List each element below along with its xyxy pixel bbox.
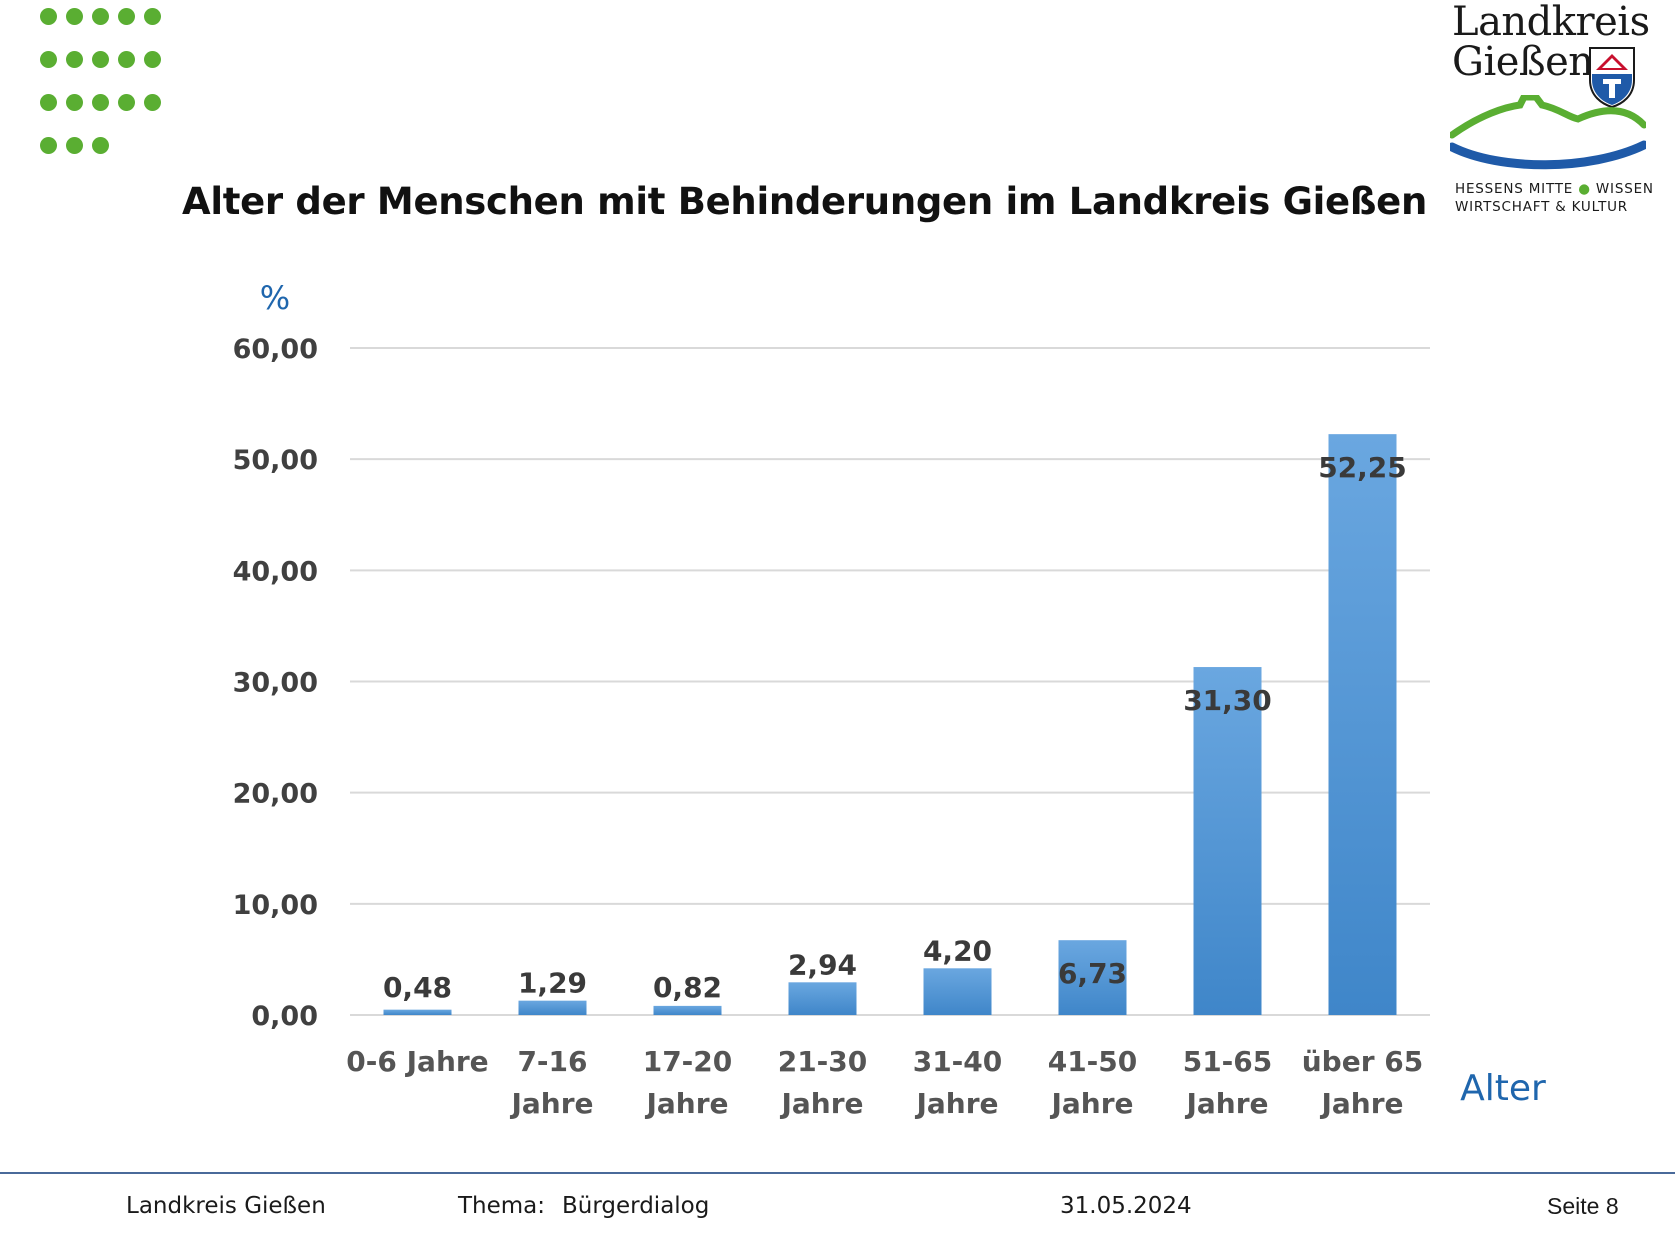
footer-page: Seite 8 [1547,1193,1619,1219]
bar [788,982,857,1015]
x-category-label: Jahre [779,1087,863,1120]
footer-org: Landkreis Gießen [126,1193,326,1219]
x-axis-title: Alter [1460,1068,1546,1109]
y-tick-label: 10,00 [233,890,318,921]
decorative-dot [92,137,109,154]
decorative-dot [118,94,135,111]
decorative-dot [92,51,109,68]
x-category-label: 7-16 [517,1045,587,1078]
logo-word-landkreis: Landkreis [1452,0,1650,45]
landkreis-giessen-logo: Landkreis Gießen HESSENS MITTE ● WISSEN … [1440,0,1670,225]
bar [653,1005,722,1015]
logo-tag-wissen: WISSEN [1595,181,1654,197]
x-category-label: Jahre [644,1087,728,1120]
logo-tag-dot: ● [1578,181,1591,197]
decorative-dot [40,137,57,154]
decorative-dot-grid [40,8,180,158]
decorative-dot [144,94,161,111]
x-category-label: über 65 [1302,1045,1424,1078]
decorative-dot [118,51,135,68]
decorative-dot [92,8,109,25]
x-category-label: 41-50 [1048,1045,1138,1078]
logo-tagline-1: HESSENS MITTE ● WISSEN [1455,181,1654,197]
x-category-label: Jahre [1049,1087,1133,1120]
x-axis-categories: 0-6 Jahre 7-16 Jahre 17-20 Jahre 21-30 Jahre 31… [346,1045,1423,1120]
bar [1058,940,1127,1015]
footer-date: 31.05.2024 [1060,1193,1192,1219]
bar-value-label: 31,30 [1183,684,1272,717]
y-tick-label: 50,00 [233,445,318,476]
bar-value-label: 6,73 [1058,957,1127,990]
bar-value-label: 52,25 [1318,451,1407,484]
decorative-dot [118,8,135,25]
y-tick-label: 0,00 [251,1001,318,1032]
chart-title: Alter der Menschen mit Behinderungen im … [182,180,1427,223]
logo-word-giessen: Gießen [1452,39,1594,85]
bar-value-label: 2,94 [788,948,857,981]
bar-value-label: 1,29 [518,967,587,1000]
x-category-label: Jahre [914,1087,998,1120]
coat-of-arms-icon [1589,47,1635,108]
y-tick-label: 40,00 [233,556,318,587]
decorative-dot [92,94,109,111]
y-axis-ticks: 0,00 10,00 20,00 30,00 40,00 50,00 60,00 [233,334,318,1032]
x-category-label: 31-40 [913,1045,1003,1078]
bars [383,434,1397,1015]
decorative-dot [40,51,57,68]
x-category-label: Jahre [509,1087,593,1120]
logo-tagline-2: WIRTSCHAFT & KULTUR [1455,199,1628,215]
bar [518,1000,587,1015]
decorative-dot [66,94,83,111]
x-category-label: Jahre [1319,1087,1403,1120]
footer-topic-label: Thema: [458,1193,546,1219]
y-tick-label: 60,00 [233,334,318,365]
gridlines [350,347,1430,1016]
decorative-dot [144,51,161,68]
value-labels: 0,48 1,29 0,82 2,94 4,20 6,73 31,30 52,25 [383,451,1407,1004]
bar [923,968,992,1015]
decorative-dot [66,137,83,154]
bar [383,1009,452,1015]
decorative-dot [40,8,57,25]
logo-tag-hessens-mitte: HESSENS MITTE [1455,181,1574,197]
footer-topic: Bürgerdialog [562,1193,710,1219]
bar [1328,434,1397,1015]
decorative-dot [40,94,57,111]
x-category-label: 17-20 [643,1045,733,1078]
bar-chart: 0,00 10,00 20,00 30,00 40,00 50,00 60,00 0,48 1… [233,279,1546,1120]
decorative-dot [144,8,161,25]
bar [1193,667,1262,1015]
decorative-dot [66,51,83,68]
x-category-label: 0-6 Jahre [346,1045,488,1078]
bar-value-label: 0,82 [653,971,722,1004]
x-category-label: Jahre [1184,1087,1268,1120]
decorative-dot [66,8,83,25]
footer-divider [0,1172,1675,1174]
x-category-label: 51-65 [1183,1045,1273,1078]
hills-river-logo-mark [1450,95,1646,170]
x-category-label: 21-30 [778,1045,868,1078]
y-axis-unit-label: % [260,279,290,317]
bar-value-label: 4,20 [923,934,992,967]
y-tick-label: 30,00 [233,668,318,699]
y-tick-label: 20,00 [233,779,318,810]
bar-value-label: 0,48 [383,971,452,1004]
